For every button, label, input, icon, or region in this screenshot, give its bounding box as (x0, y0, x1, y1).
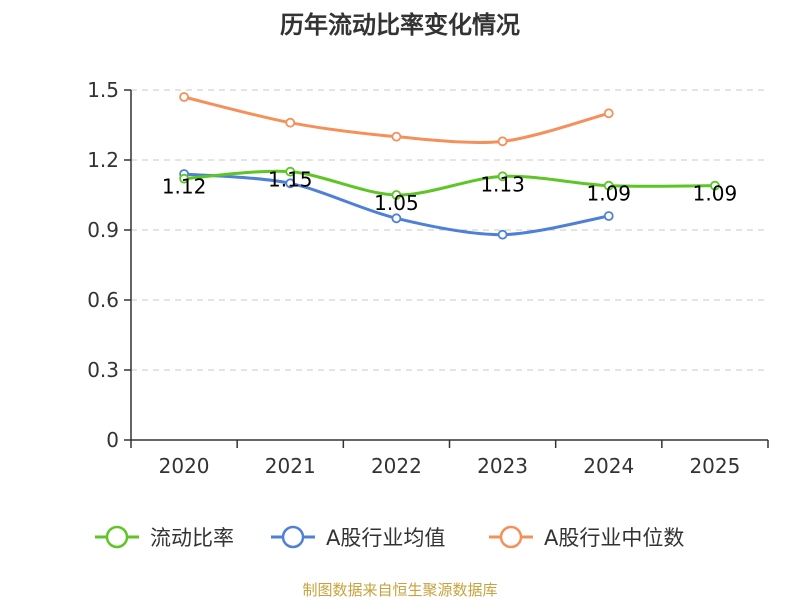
legend-label: A股行业中位数 (544, 526, 684, 550)
data-point (603, 211, 614, 221)
data-point (497, 171, 508, 182)
y-tick-label: 0.3 (87, 358, 119, 382)
x-tick-label: 2021 (265, 454, 316, 478)
legend-label: 流动比率 (150, 526, 234, 550)
legend-label: A股行业均值 (326, 526, 445, 550)
data-point (179, 92, 189, 102)
data-point (710, 180, 720, 191)
data-labels: 1.12 1.15 1.05 1.13 1.09 1.09 (162, 168, 737, 215)
x-tick-label: 2022 (371, 454, 422, 478)
legend-item[interactable]: A股行业均值 (271, 525, 445, 550)
data-label: 1.09 (586, 182, 631, 206)
x-tick-label: 2020 (159, 454, 210, 478)
legend-swatch-marker (105, 525, 129, 549)
grid (131, 89, 768, 371)
data-point (603, 108, 614, 119)
y-tick-label: 0 (106, 428, 119, 452)
data-label: 1.15 (268, 168, 313, 192)
series (179, 92, 720, 240)
data-label: 1.09 (693, 182, 738, 206)
legend-swatch-marker (281, 525, 305, 549)
data-point (391, 131, 402, 142)
y-tick-label: 0.9 (87, 218, 119, 242)
legend-item[interactable]: 流动比率 (95, 525, 234, 550)
legend-item[interactable]: A股行业中位数 (489, 525, 684, 550)
data-point (391, 190, 402, 200)
data-point (497, 229, 508, 240)
legend-swatch-marker (499, 525, 523, 549)
data-point (603, 180, 614, 191)
data-point (179, 173, 189, 184)
y-tick-label: 1.5 (87, 78, 119, 102)
source-note: 制图数据来自恒生聚源数据库 (302, 581, 497, 599)
x-tick-label: 2024 (583, 454, 634, 478)
y-tick-label: 1.2 (87, 148, 119, 172)
data-point (285, 117, 296, 128)
data-label: 1.12 (162, 175, 207, 199)
data-point (285, 166, 296, 177)
x-tick-label: 2025 (689, 454, 740, 478)
x-tick-label: 2023 (477, 454, 528, 478)
data-point (285, 178, 296, 189)
chart-title: 历年流动比率变化情况 (280, 11, 520, 39)
axes: 0 0.3 0.6 0.9 1.2 1.5 2020 2021 2022 2023 2024 2025 (87, 78, 769, 478)
data-label: 1.13 (480, 172, 525, 196)
data-point (391, 213, 402, 224)
legend[interactable]: 流动比率 A股行业均值 A股行业中位数 (95, 525, 684, 550)
y-tick-label: 0.6 (87, 288, 119, 312)
series-line (183, 169, 715, 197)
data-point (497, 136, 508, 147)
data-label: 1.05 (374, 191, 419, 215)
